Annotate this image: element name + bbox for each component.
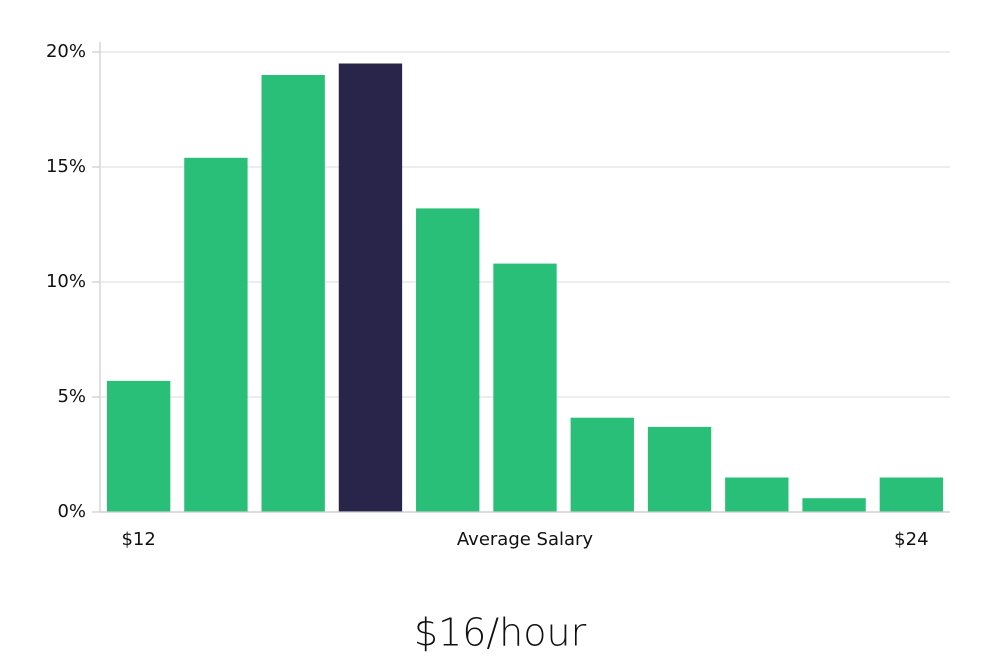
x-tick-label: $12 (121, 529, 155, 550)
y-tick-label: 5% (57, 386, 86, 407)
bar (106, 380, 171, 512)
bar (802, 498, 866, 512)
bar (570, 417, 634, 512)
bar (184, 157, 248, 513)
y-tick-label: 0% (57, 501, 86, 522)
bar (725, 477, 789, 512)
y-tick-label: 15% (46, 156, 86, 177)
y-tick-label: 10% (46, 271, 86, 292)
bar (261, 75, 325, 512)
x-tick-label: $24 (894, 529, 928, 550)
bar (647, 426, 712, 512)
bar (879, 477, 944, 512)
x-axis-label: Average Salary (457, 529, 594, 550)
bar (493, 263, 557, 512)
bar (416, 208, 480, 512)
annotation: $16/hour (414, 611, 587, 655)
y-tick-label: 20% (46, 41, 86, 62)
bar (338, 63, 403, 512)
